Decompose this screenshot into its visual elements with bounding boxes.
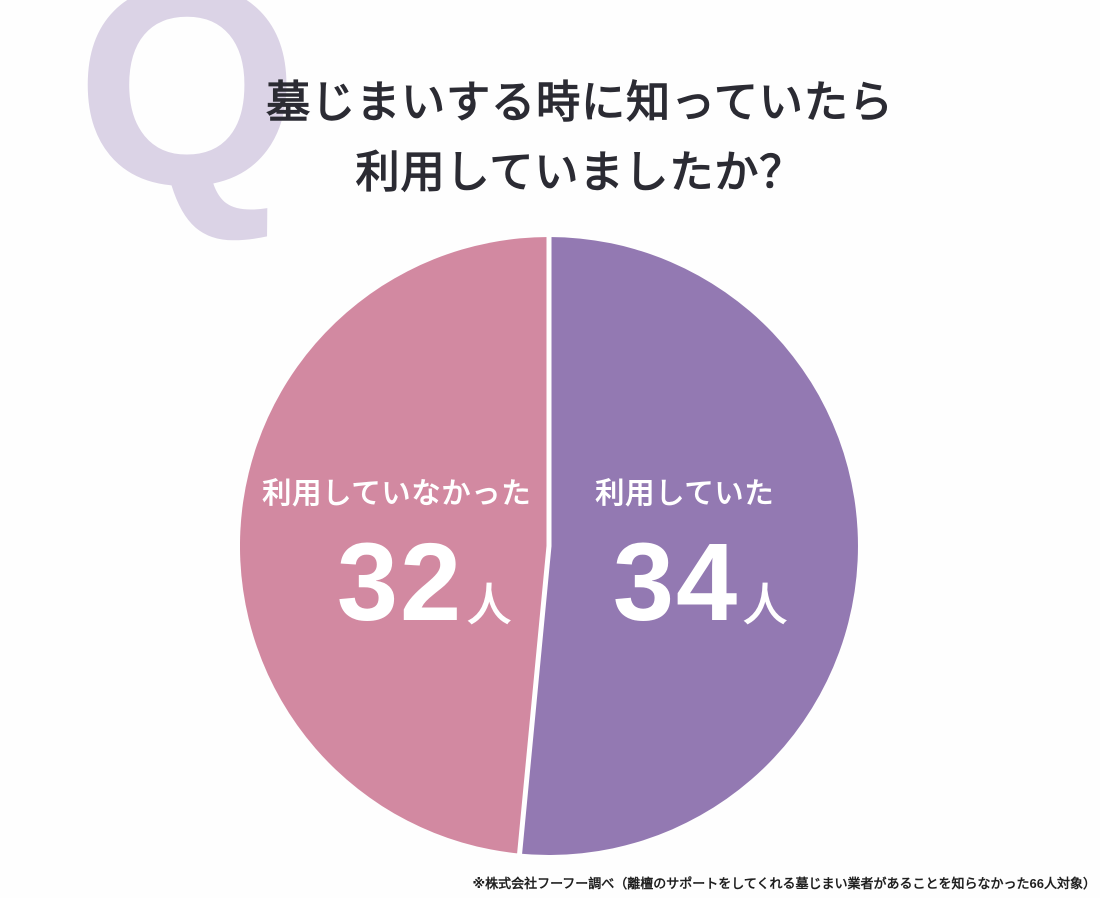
pie-divider [517,237,552,855]
slice-value-left-number: 32 [336,521,464,644]
pie-slice-right [519,237,858,855]
question-mark-letter: Q [76,0,299,245]
source-footnote: ※株式会社フーフー調べ（離檀のサポートをしてくれる墓じまい業者があることを知らな… [472,876,1096,891]
pie-slice-left [240,237,549,854]
slice-label-left: 利用していなかった [262,478,532,510]
slice-value-left-unit: 人 [467,581,512,630]
slice-value-left: 32人 [274,528,574,638]
chart-title-line2: 利用していましたか？ [355,148,805,198]
slice-label-right: 利用していた [595,478,775,510]
slice-value-right-number: 34 [612,521,740,644]
pie-chart [240,237,858,855]
chart-title: 墓じまいする時に知っていたら 利用していましたか？ [60,68,1100,209]
slice-value-right: 34人 [550,528,850,638]
slice-value-right-unit: 人 [743,581,788,630]
chart-title-line1: 墓じまいする時に知っていたら [266,78,894,127]
